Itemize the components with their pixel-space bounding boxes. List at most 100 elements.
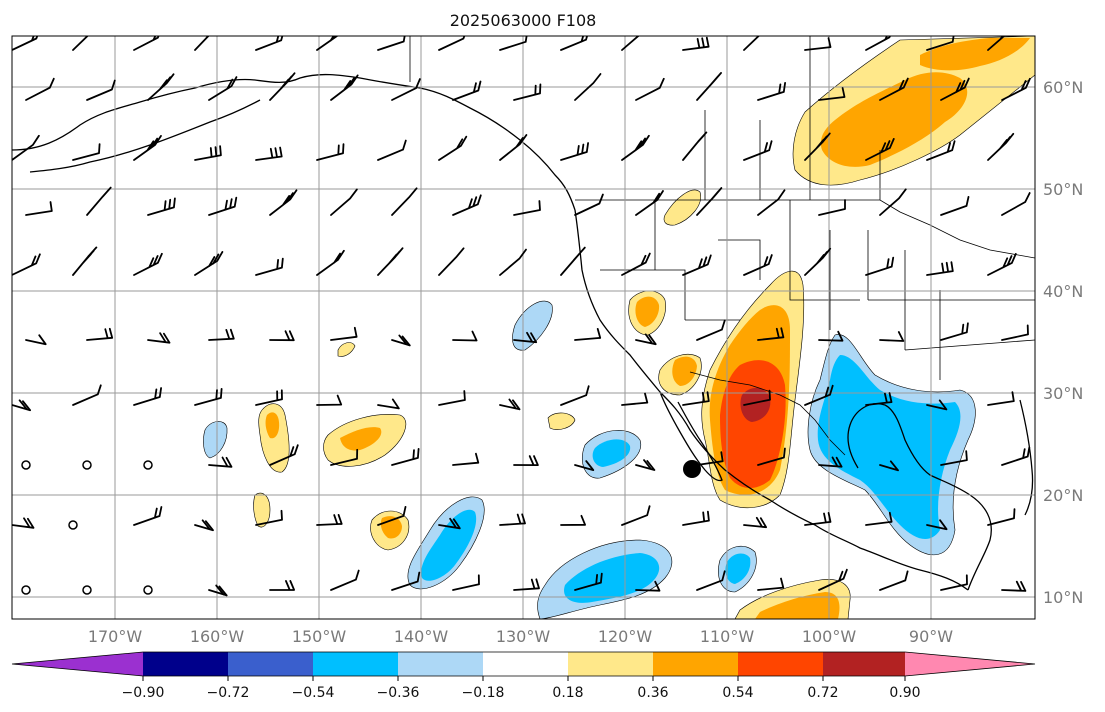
wind-barb: [879, 570, 909, 591]
wind-barb: [574, 460, 595, 471]
lon-label: 150°W: [292, 627, 347, 646]
wind-barb: [1001, 324, 1029, 341]
wind-barb: [804, 384, 834, 406]
calm-wind-marker: [21, 460, 31, 470]
wind-barb: [560, 36, 589, 51]
wind-barb: [377, 36, 406, 51]
wind-barb: [804, 37, 832, 51]
wind-barb: [682, 510, 710, 526]
wind-barb: [377, 247, 404, 276]
lat-label: 50°N: [1043, 180, 1083, 199]
wind-barb: [452, 194, 482, 216]
wind-barb: [269, 580, 295, 591]
wind-barb: [147, 197, 176, 216]
wind-barb: [560, 514, 586, 526]
wind-barb: [269, 72, 296, 101]
contour-fill-canada-core2: [920, 38, 1030, 71]
wind-barb: [743, 516, 767, 529]
wind-barb: [269, 330, 295, 342]
wind-barb: [316, 514, 343, 526]
contour-fill-pos-alberta: [663, 189, 701, 226]
wind-barb: [818, 456, 843, 468]
wind-barb: [818, 87, 846, 101]
wind-barb: [86, 79, 116, 101]
wind-barb: [391, 334, 411, 347]
wind-barb: [316, 249, 345, 276]
wind-barb: [452, 574, 480, 591]
wind-barb: [574, 328, 602, 341]
wind-barb: [255, 257, 284, 276]
wind-barb: [499, 513, 526, 526]
wind-barb: [452, 330, 478, 342]
map-frame: [11, 35, 1036, 620]
wind-barb: [757, 327, 785, 341]
wind-barb: [208, 196, 238, 216]
wind-barb: [804, 512, 832, 526]
wind-barb: [72, 246, 98, 276]
wind-barb: [926, 36, 955, 51]
wind-barb: [194, 251, 224, 276]
wind-barb: [865, 511, 893, 526]
lon-label: 100°W: [802, 627, 857, 646]
colorbar-label: 0.18: [552, 685, 583, 701]
wind-barb: [316, 143, 345, 161]
lon-label: 120°W: [598, 627, 653, 646]
wind-barb: [757, 189, 786, 216]
wind-barb: [621, 505, 651, 526]
wind-barb: [499, 398, 521, 411]
wind-barb: [316, 36, 339, 51]
wind-barb: [147, 332, 171, 344]
wind-barb: [926, 519, 948, 531]
wind-barb: [391, 448, 420, 466]
wind-barb: [438, 517, 461, 530]
wind-barb: [696, 72, 722, 101]
wind-barb: [438, 390, 466, 406]
wind-barb: [574, 73, 602, 101]
calm-wind-marker: [143, 460, 153, 470]
wind-barb: [818, 568, 848, 591]
wind-barb: [208, 328, 235, 341]
wind-barb: [194, 145, 222, 161]
wind-barb: [438, 135, 468, 161]
wind-barb: [133, 135, 162, 161]
wind-barb: [391, 187, 418, 216]
wind-barb: [926, 140, 956, 161]
wind-barb: [635, 459, 656, 471]
wind-barb: [330, 74, 359, 101]
wind-barb: [147, 73, 175, 101]
wind-barb: [12, 399, 31, 412]
wind-barb: [208, 456, 233, 468]
wind-barb: [72, 36, 89, 51]
lon-label: 140°W: [394, 627, 449, 646]
colorbar-segment: [398, 652, 483, 676]
wind-barb: [635, 77, 665, 101]
wind-barb: [86, 327, 114, 341]
wind-barb: [940, 574, 968, 591]
wind-barb: [499, 248, 527, 276]
colorbar-label: −0.18: [462, 685, 505, 701]
calm-wind-marker: [21, 585, 31, 595]
wind-barb: [940, 196, 970, 216]
wind-barb: [438, 36, 466, 51]
colorbar-label: −0.72: [207, 685, 250, 701]
colorbar-ticks: [142, 676, 906, 681]
calm-wind-marker: [143, 585, 153, 595]
storm-center-marker: [683, 460, 701, 478]
wind-barb: [25, 77, 55, 101]
wind-barb: [818, 330, 844, 342]
contour-fill-mexico-darkred: [740, 387, 771, 422]
wind-barb: [1001, 580, 1027, 592]
wind-barb: [208, 76, 238, 101]
wind-barb: [72, 143, 101, 161]
wind-barb: [12, 517, 35, 529]
wind-barb: [513, 455, 539, 466]
colorbar-segment: [568, 652, 653, 676]
contour-fill-pos5: [547, 412, 576, 430]
wind-barb: [757, 447, 786, 466]
wind-barb: [682, 131, 708, 161]
wind-barb: [330, 326, 358, 341]
contour-fill-pos6: [337, 342, 356, 357]
contour-fill-pos-baja-core: [672, 356, 697, 386]
us-states: [600, 200, 1035, 380]
